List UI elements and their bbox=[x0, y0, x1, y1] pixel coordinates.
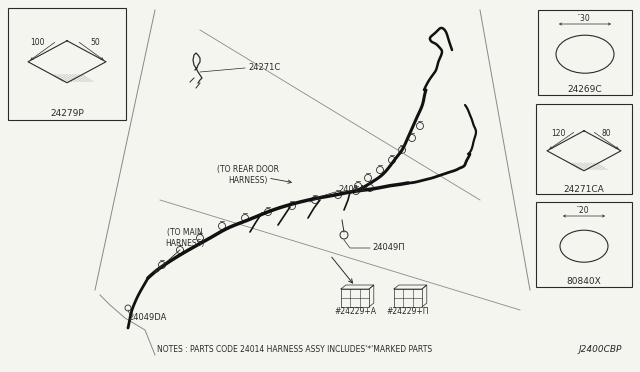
Bar bbox=[536, 104, 632, 194]
Text: 24271C: 24271C bbox=[248, 62, 280, 71]
Text: ̈30: ̈30 bbox=[580, 14, 590, 23]
Text: 24269C: 24269C bbox=[568, 86, 602, 94]
Bar bbox=[8, 8, 126, 120]
Bar bbox=[538, 10, 632, 95]
Text: 24279P: 24279P bbox=[50, 109, 84, 119]
Text: 24271CA: 24271CA bbox=[564, 185, 604, 193]
Bar bbox=[536, 202, 632, 287]
Text: J2400CBP: J2400CBP bbox=[579, 346, 621, 355]
Text: 24014: 24014 bbox=[338, 186, 364, 195]
Text: NOTES : PARTS CODE 24014 HARNESS ASSY INCLUDES'*'MARKED PARTS: NOTES : PARTS CODE 24014 HARNESS ASSY IN… bbox=[157, 346, 433, 355]
Text: (TO REAR DOOR
HARNESS): (TO REAR DOOR HARNESS) bbox=[217, 164, 279, 185]
Text: ̈20: ̈20 bbox=[579, 206, 589, 215]
Text: 120: 120 bbox=[551, 129, 565, 138]
Text: 24049DA: 24049DA bbox=[129, 313, 167, 322]
Text: 24049Π: 24049Π bbox=[372, 244, 404, 253]
Text: #24229+Π: #24229+Π bbox=[387, 307, 429, 316]
Text: #24229+A: #24229+A bbox=[334, 307, 376, 316]
Bar bbox=[341, 289, 369, 307]
Text: 80: 80 bbox=[601, 129, 611, 138]
Text: 50: 50 bbox=[90, 38, 100, 47]
Text: 80840X: 80840X bbox=[566, 278, 602, 286]
Text: 100: 100 bbox=[29, 38, 44, 47]
Bar bbox=[394, 289, 422, 307]
Text: (TO MAIN
HARNESS): (TO MAIN HARNESS) bbox=[165, 228, 205, 248]
